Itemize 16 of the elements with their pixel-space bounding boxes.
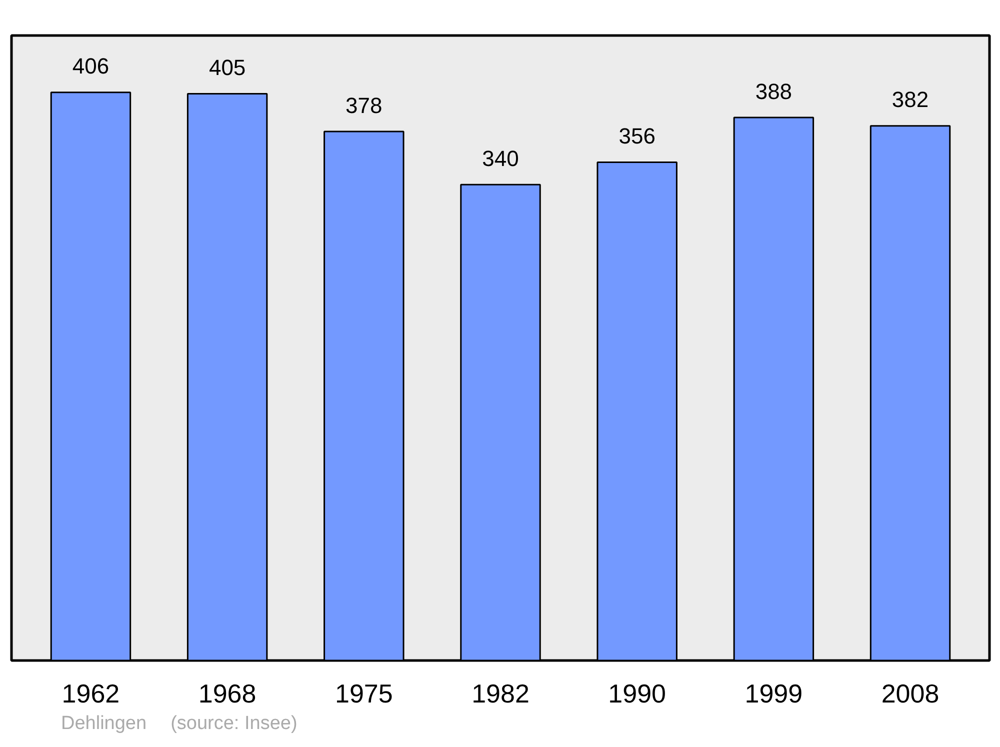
x-tick-label: 2008 xyxy=(881,678,940,708)
x-tick-label: 1962 xyxy=(62,678,120,708)
text: (source: Insee) xyxy=(170,713,298,734)
text: Dehlingen xyxy=(61,713,147,734)
data-label: 340 xyxy=(482,146,519,171)
data-label: 382 xyxy=(892,87,929,112)
x-tick-label: 1982 xyxy=(472,678,530,708)
data-label: 356 xyxy=(618,124,656,149)
x-tick-label: 1999 xyxy=(744,678,803,708)
x-tick-label: 1968 xyxy=(198,678,256,708)
data-label: 405 xyxy=(208,54,246,80)
data-label: 378 xyxy=(346,92,382,118)
data-label: 388 xyxy=(755,78,792,104)
x-tick-label: 1975 xyxy=(334,678,393,708)
x-tick-label: 1990 xyxy=(608,678,666,708)
data-label: 406 xyxy=(72,54,110,79)
